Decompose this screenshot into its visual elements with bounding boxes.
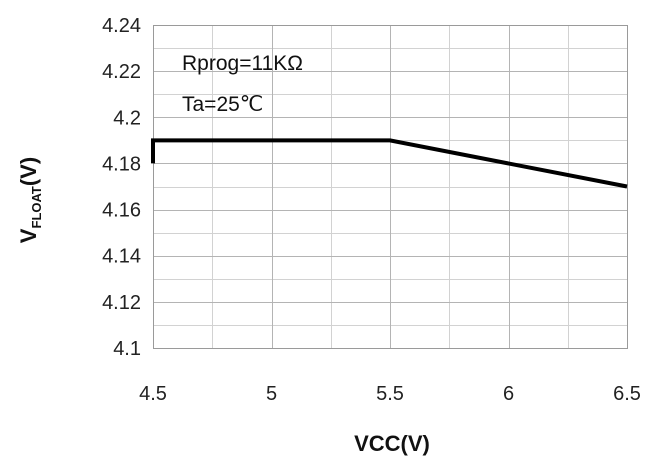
plot-frame xyxy=(153,25,628,349)
y-tick-label: 4.22 xyxy=(102,61,141,83)
y-axis-title-unit: (V) xyxy=(16,157,41,186)
y-tick-label: 4.2 xyxy=(113,107,141,129)
y-tick-labels: 4.1 4.12 4.14 4.16 4.18 4.2 4.22 4.24 xyxy=(102,15,141,360)
x-tick-label: 5.5 xyxy=(376,383,404,405)
annotation-rprog: Rprog=11KΩ xyxy=(182,52,303,75)
x-axis-title: VCC(V) xyxy=(354,431,430,456)
y-tick-label: 4.16 xyxy=(102,200,141,222)
x-tick-label: 4.5 xyxy=(139,383,167,405)
y-axis-title: VFLOAT(V) xyxy=(16,157,44,243)
x-tick-labels: 4.5 5 5.5 6 6.5 xyxy=(139,383,641,405)
y-tick-label: 4.18 xyxy=(102,153,141,175)
x-tick-label: 6 xyxy=(503,383,514,405)
x-tick-label: 6.5 xyxy=(613,383,641,405)
series-line xyxy=(151,138,628,189)
annotation-ta: Ta=25℃ xyxy=(182,93,263,116)
y-axis-title-subscript: FLOAT xyxy=(29,186,44,228)
y-tick-label: 4.14 xyxy=(102,246,141,268)
y-tick-label: 4.24 xyxy=(102,15,141,37)
grid-lines xyxy=(153,25,628,349)
y-tick-label: 4.12 xyxy=(102,292,141,314)
plot-area xyxy=(151,138,628,189)
x-tick-label: 5 xyxy=(266,383,277,405)
y-axis-title-main: V xyxy=(16,228,41,243)
svg-text:VFLOAT(V): VFLOAT(V) xyxy=(16,157,44,243)
y-tick-label: 4.1 xyxy=(113,338,141,360)
